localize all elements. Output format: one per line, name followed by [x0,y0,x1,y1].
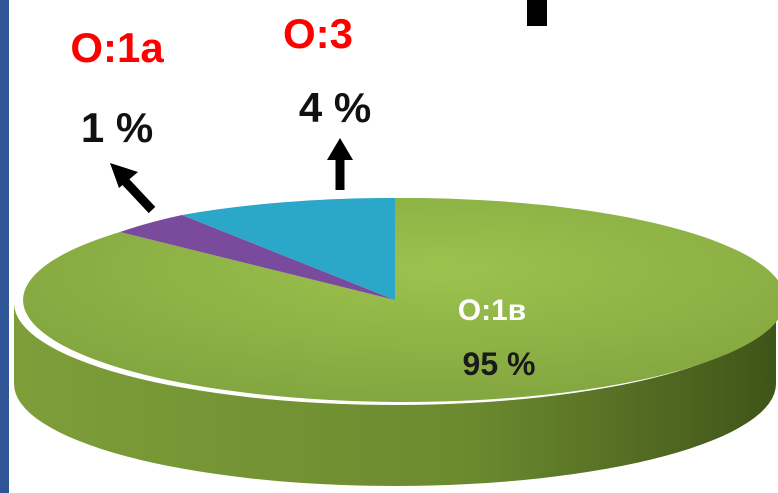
pie-slice-o3 [182,197,395,300]
arrow-o3-icon [327,138,353,190]
label-o3: О:3 [283,10,353,57]
label-o1a: О:1а [70,24,164,71]
value-o1a: 1 % [81,104,153,151]
label-o1v: О:1в [458,294,526,327]
pie-side-wall [14,303,776,486]
arrow-o1a-icon [110,163,156,214]
pie-slice-o1v [23,197,778,402]
top-bar-fragment [527,0,547,26]
pie-slice-o1a [120,215,395,300]
value-o1v: 95 % [463,346,536,382]
left-border-bar [0,0,9,493]
value-o3: 4 % [299,84,371,131]
